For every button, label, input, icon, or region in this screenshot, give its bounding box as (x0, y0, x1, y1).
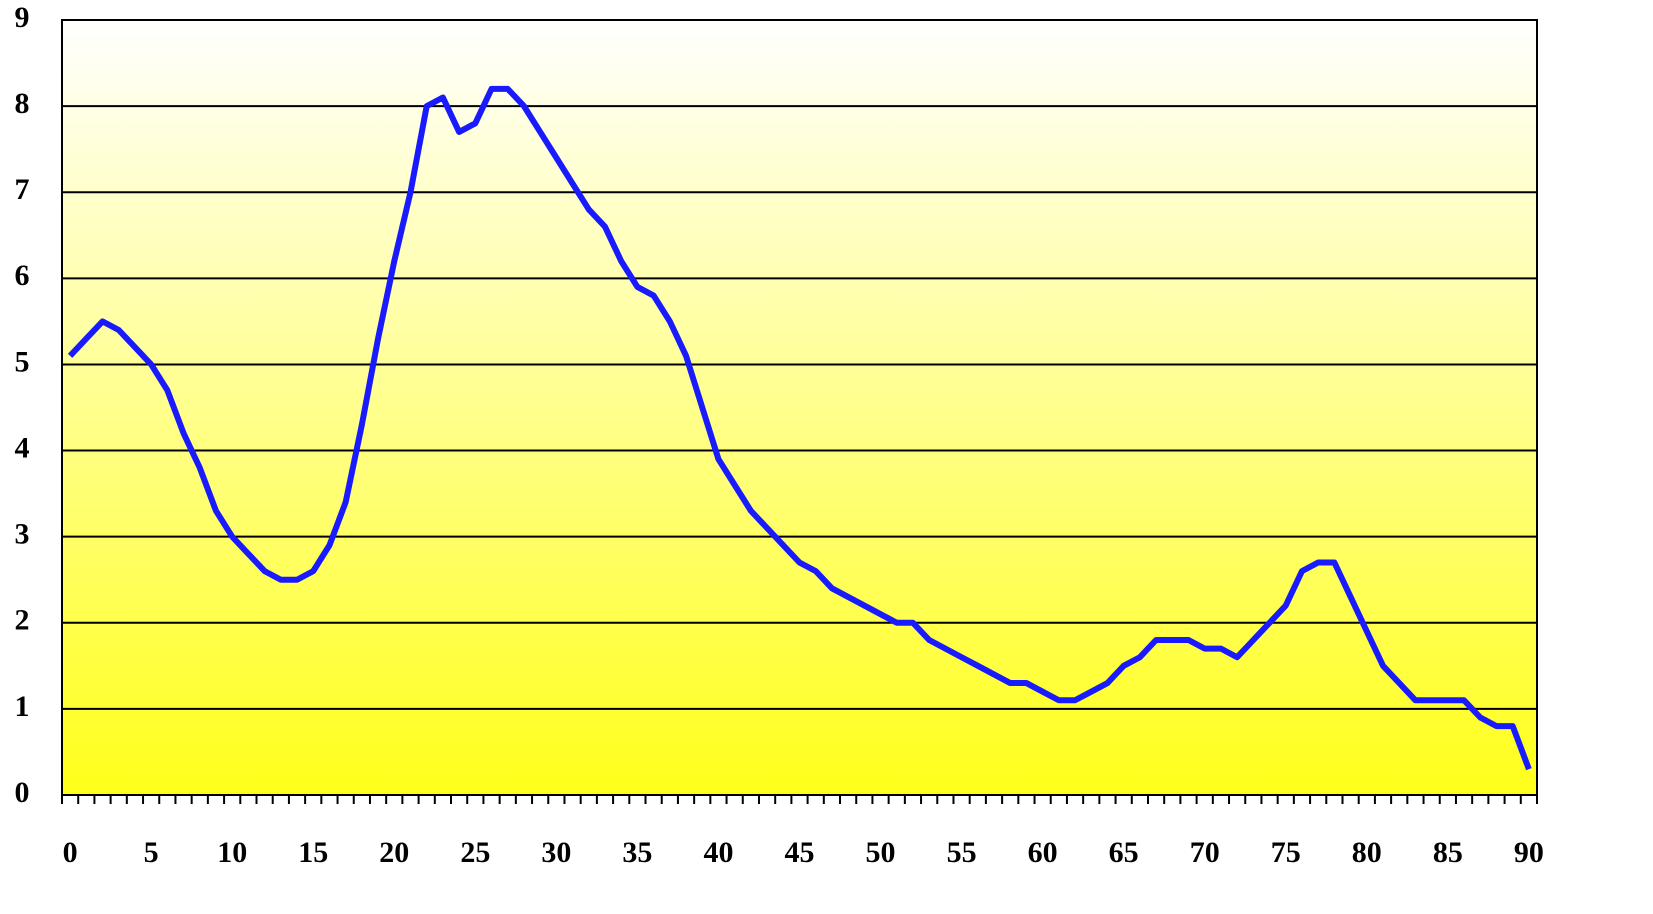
y-tick-label: 4 (15, 431, 30, 464)
plot-area (61, 19, 1538, 796)
y-tick-label: 8 (15, 87, 30, 120)
x-tick-label: 90 (1514, 836, 1544, 869)
x-tick-label: 30 (541, 836, 571, 869)
x-tick-label: 35 (622, 836, 652, 869)
y-tick-label: 0 (15, 776, 30, 809)
x-tick-label: 5 (144, 836, 159, 869)
x-tick-label: 80 (1352, 836, 1382, 869)
x-tick-label: 20 (379, 836, 409, 869)
y-tick-label: 6 (15, 259, 30, 292)
x-tick-label: 15 (298, 836, 328, 869)
x-tick-label: 45 (785, 836, 815, 869)
x-tick-label: 60 (1028, 836, 1058, 869)
x-tick-label: 50 (866, 836, 896, 869)
x-tick-label: 55 (947, 836, 977, 869)
data-line (67, 85, 1532, 771)
x-tick-label: 70 (1190, 836, 1220, 869)
y-tick-label: 1 (15, 690, 30, 723)
x-tick-label: 85 (1433, 836, 1463, 869)
y-tick-label: 7 (15, 173, 30, 206)
x-tick-label: 25 (460, 836, 490, 869)
y-tick-label: 3 (15, 518, 30, 551)
x-tick-label: 0 (63, 836, 78, 869)
y-tick-label: 5 (15, 345, 30, 378)
y-tick-label: 2 (15, 604, 30, 637)
x-tick-label: 75 (1271, 836, 1301, 869)
x-tick-label: 40 (703, 836, 733, 869)
x-tick-label: 65 (1109, 836, 1139, 869)
x-tick-label: 10 (217, 836, 247, 869)
y-tick-label: 9 (15, 1, 30, 34)
